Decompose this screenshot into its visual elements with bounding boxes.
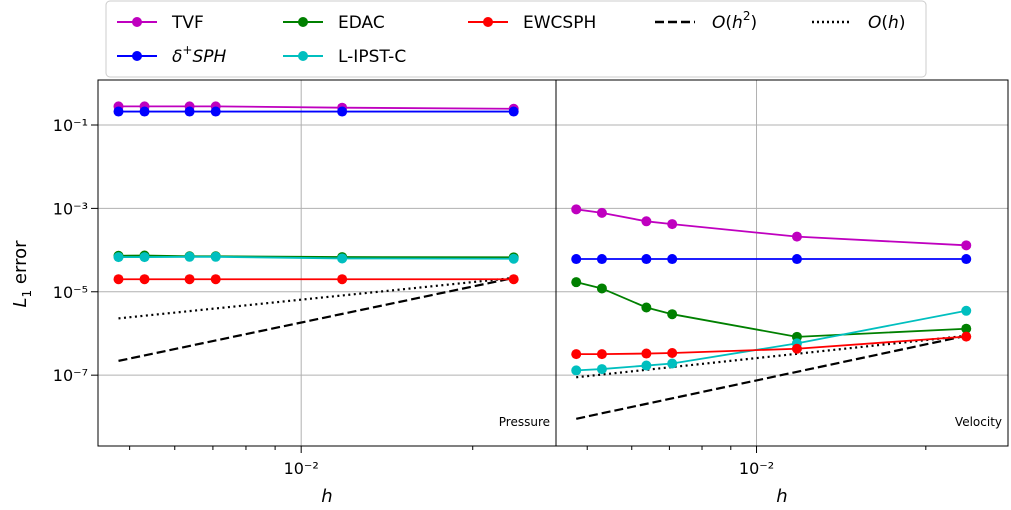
x-axis-label: h: [321, 486, 332, 507]
y-tick-label: 10⁻¹: [53, 116, 88, 135]
data-point-sph: [641, 254, 652, 265]
y-axis-label: L1 error: [10, 240, 34, 308]
data-point-ewcsph: [184, 274, 195, 285]
data-point-ewcsph: [667, 348, 678, 359]
series-ewcsph: [571, 331, 972, 360]
data-point-ewcsph: [337, 274, 348, 285]
data-point-ewcsph: [508, 274, 519, 285]
x-axis-label: h: [776, 486, 787, 507]
data-point-tvf: [596, 207, 607, 218]
legend: TVF δ+SPH EDAC L-IPST-C EWCSPH O(h2): [105, 0, 927, 78]
data-point-l-ipst-c: [139, 252, 150, 263]
series-l-ipst-c: [113, 251, 519, 264]
data-point-sph: [113, 106, 124, 117]
data-point-sph: [571, 254, 582, 265]
data-point-l-ipst-c: [184, 251, 195, 262]
series-edac: [571, 277, 972, 342]
plot-frame: [97, 79, 557, 447]
data-point-l-ipst-c: [571, 365, 582, 376]
series-line-edac: [576, 281, 967, 338]
series-line-tvf: [576, 208, 967, 247]
data-point-edac: [961, 323, 972, 334]
legend-item-dsph: δ+SPH: [117, 43, 227, 67]
x-tick-label: 10⁻²: [284, 459, 319, 478]
legend-label-edac: EDAC: [338, 13, 385, 33]
data-point-l-ipst-c: [961, 305, 972, 316]
data-point-sph: [139, 106, 150, 117]
data-point-l-ipst-c: [641, 360, 652, 371]
data-point-l-ipst-c: [596, 364, 607, 375]
data-point-ewcsph: [113, 274, 124, 285]
data-point-tvf: [791, 231, 802, 242]
data-point-edac: [641, 302, 652, 313]
data-point-sph: [337, 106, 348, 117]
legend-label-tvf: TVF: [171, 13, 204, 33]
plot-frame: [555, 79, 1009, 447]
data-point-edac: [667, 309, 678, 320]
data-point-ewcsph: [139, 274, 150, 285]
panel-velocity: 10⁻² Velocity h: [555, 79, 1009, 507]
series-line-tvf: [118, 105, 514, 110]
data-point-tvf: [667, 219, 678, 230]
y-tick-label: 10⁻⁷: [53, 366, 88, 385]
data-point-sph: [184, 106, 195, 117]
y-axis-label-main: L: [10, 297, 31, 307]
series-ewcsph: [113, 274, 519, 285]
data-point-sph: [210, 106, 221, 117]
legend-frame: [105, 0, 927, 78]
data-point-l-ipst-c: [667, 358, 678, 369]
y-axis-label-rest: error: [10, 240, 31, 290]
series-tvf: [571, 204, 972, 251]
data-point-ewcsph: [596, 349, 607, 360]
data-point-l-ipst-c: [210, 251, 221, 262]
data-point-l-ipst-c: [337, 253, 348, 264]
data-point-ewcsph: [791, 343, 802, 354]
legend-label-oh: O(h): [868, 13, 905, 33]
panel-annotation: Velocity: [955, 415, 1002, 429]
series-sph: [113, 106, 519, 117]
x-tick-label: 10⁻²: [739, 459, 774, 478]
data-point-sph: [667, 254, 678, 265]
data-point-sph: [791, 254, 802, 265]
data-point-ewcsph: [571, 349, 582, 360]
y-tick-label: 10⁻³: [53, 199, 88, 218]
data-point-tvf: [641, 216, 652, 227]
panels-layer: 10⁻¹10⁻³10⁻⁵10⁻⁷10⁻²Pressureh10⁻²Velocit…: [53, 79, 1009, 507]
series-sph: [571, 254, 972, 265]
legend-label-lipst: L-IPST-C: [338, 47, 406, 67]
legend-item-ewcsph: EWCSPH: [468, 13, 596, 33]
legend-item-oh: O(h): [812, 13, 905, 33]
data-point-ewcsph: [961, 331, 972, 342]
panel-pressure: 10⁻¹ 10⁻³ 10⁻⁵ 10⁻⁷ 10⁻² Pressure h: [53, 79, 557, 507]
data-point-edac: [571, 277, 582, 288]
reference-oh-line: [118, 276, 514, 320]
data-point-sph: [596, 254, 607, 265]
data-point-ewcsph: [641, 348, 652, 359]
panel-annotation: Pressure: [499, 415, 550, 429]
data-point-ewcsph: [210, 274, 221, 285]
data-point-sph: [961, 254, 972, 265]
legend-label-dsph: δ+SPH: [172, 43, 227, 67]
data-point-sph: [508, 106, 519, 117]
reference-oh2-line: [576, 334, 967, 420]
data-point-tvf: [571, 204, 582, 215]
data-point-edac: [596, 283, 607, 294]
data-point-tvf: [961, 240, 972, 251]
legend-label-oh2: O(h2): [712, 9, 757, 33]
y-tick-label: 10⁻⁵: [53, 283, 88, 302]
reference-oh2-line: [118, 276, 514, 362]
reference-oh-line: [576, 334, 967, 379]
legend-label-ewcsph: EWCSPH: [523, 13, 596, 33]
y-axis-label-sub: 1: [20, 290, 34, 298]
legend-item-lipst: L-IPST-C: [283, 47, 406, 67]
series-line-ewcsph: [576, 335, 967, 356]
data-point-l-ipst-c: [113, 252, 124, 263]
legend-item-edac: EDAC: [283, 13, 385, 33]
legend-item-tvf: TVF: [117, 13, 204, 33]
data-point-l-ipst-c: [508, 253, 519, 264]
legend-item-oh2: O(h2): [655, 9, 757, 33]
